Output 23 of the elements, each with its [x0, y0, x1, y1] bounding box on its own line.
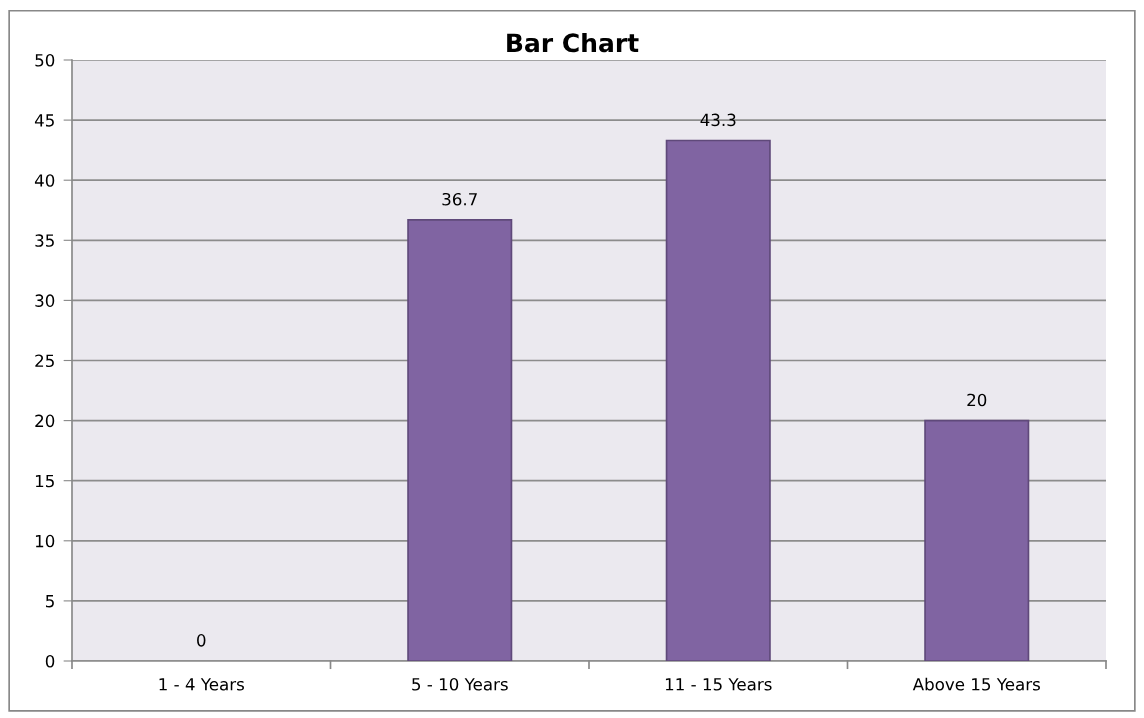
y-tick-label: 30 — [35, 294, 55, 307]
bar — [665, 139, 771, 661]
x-tick-label: Above 15 Years — [912, 677, 1040, 691]
y-tick-label: 10 — [35, 534, 55, 548]
y-tick-label: 5 — [46, 595, 54, 608]
x-tick-label: 1 - 4 Years — [159, 678, 244, 691]
data-label: 43.3 — [700, 113, 736, 127]
bar — [407, 219, 513, 661]
y-tick-label: 40 — [34, 174, 55, 187]
data-label: 20 — [967, 393, 987, 407]
x-tick-label: 11 - 15 Years — [665, 678, 772, 691]
y-tick-label: 0 — [45, 654, 55, 668]
y-tick-label: 50 — [35, 53, 55, 67]
y-tick-label: 25 — [35, 354, 54, 368]
y-tick-label: 35 — [35, 234, 54, 247]
x-tick-label: 5 - 10 Years — [412, 677, 508, 691]
bar — [924, 419, 1030, 661]
data-label: 0 — [197, 634, 206, 647]
data-label: 36.7 — [442, 192, 477, 206]
y-tick-label: 45 — [34, 114, 54, 127]
chart-title: Bar Chart — [507, 32, 639, 53]
y-tick-label: 15 — [35, 474, 54, 488]
y-tick-label: 20 — [35, 414, 55, 428]
